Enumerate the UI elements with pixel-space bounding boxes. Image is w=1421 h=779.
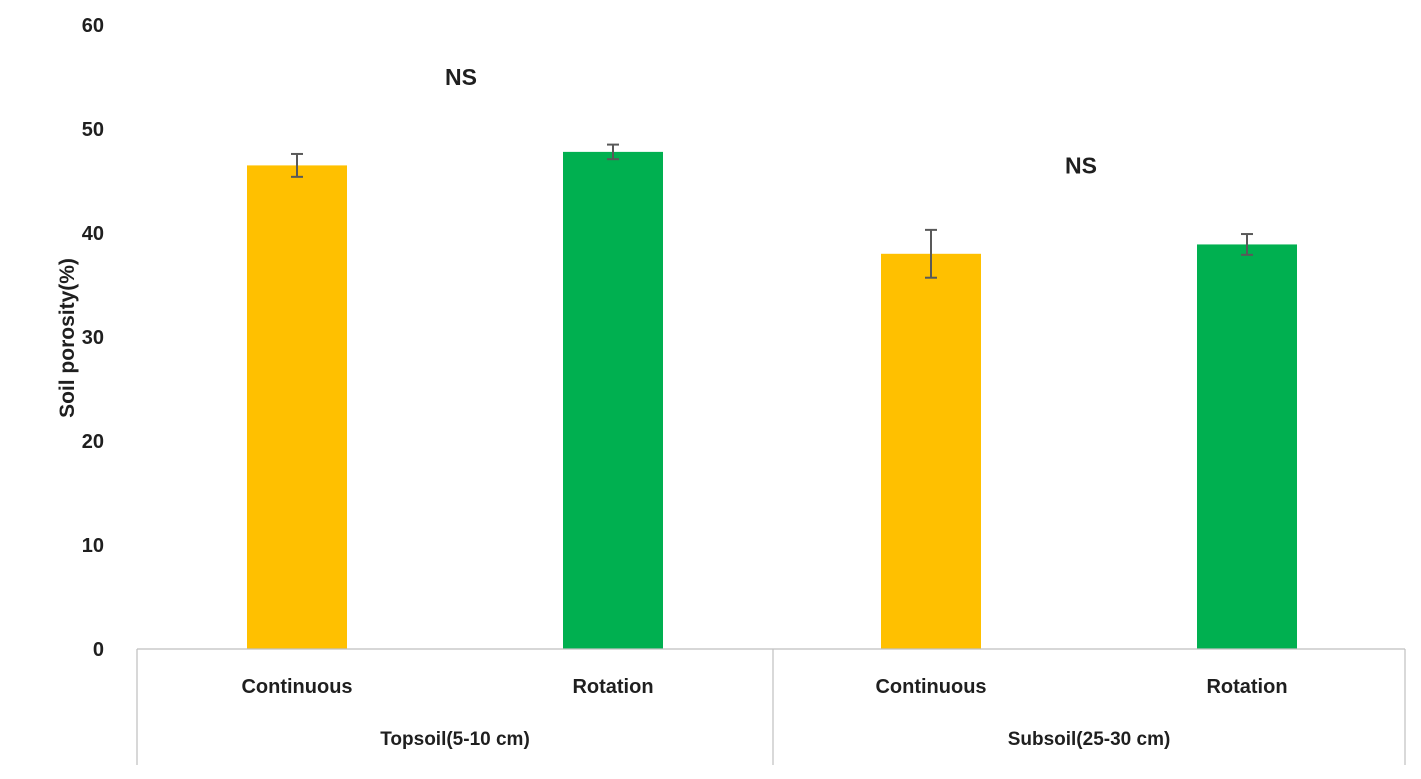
y-axis-label-group: Soil porosity(%) bbox=[56, 258, 79, 418]
category-labels: Continuous Rotation Continuous Rotation bbox=[241, 676, 1287, 698]
category-label: Rotation bbox=[1206, 676, 1287, 698]
error-bar bbox=[925, 228, 937, 279]
bars bbox=[247, 151, 1297, 650]
category-label: Continuous bbox=[875, 676, 986, 698]
category-label: Continuous bbox=[241, 676, 352, 698]
y-tick-label: 0 bbox=[93, 639, 104, 661]
error-bar bbox=[1241, 233, 1253, 256]
error-bar bbox=[607, 143, 619, 161]
category-label: Rotation bbox=[572, 676, 653, 698]
significance-annotation: NS bbox=[1065, 152, 1097, 178]
y-axis-ticks: 0 10 20 30 40 50 60 bbox=[82, 15, 104, 661]
bar bbox=[247, 165, 347, 649]
error-bar bbox=[291, 152, 303, 178]
y-axis-label: Soil porosity(%) bbox=[56, 258, 79, 418]
group-label: Subsoil(25-30 cm) bbox=[1008, 729, 1171, 750]
group-label: Topsoil(5-10 cm) bbox=[380, 729, 530, 750]
annotations: NS NS bbox=[445, 64, 1097, 178]
significance-annotation: NS bbox=[445, 64, 477, 90]
y-tick-label: 50 bbox=[82, 119, 104, 141]
error-bars bbox=[291, 143, 1253, 279]
y-tick-label: 60 bbox=[82, 15, 104, 37]
axis-lines bbox=[136, 648, 1406, 765]
y-tick-label: 40 bbox=[82, 223, 104, 245]
bar bbox=[563, 151, 663, 649]
group-labels: Topsoil(5-10 cm) Subsoil(25-30 cm) bbox=[380, 729, 1170, 750]
y-tick-label: 30 bbox=[82, 327, 104, 349]
y-tick-label: 20 bbox=[82, 431, 104, 453]
y-tick-label: 10 bbox=[82, 535, 104, 557]
bar bbox=[881, 253, 981, 650]
bar bbox=[1197, 244, 1297, 649]
